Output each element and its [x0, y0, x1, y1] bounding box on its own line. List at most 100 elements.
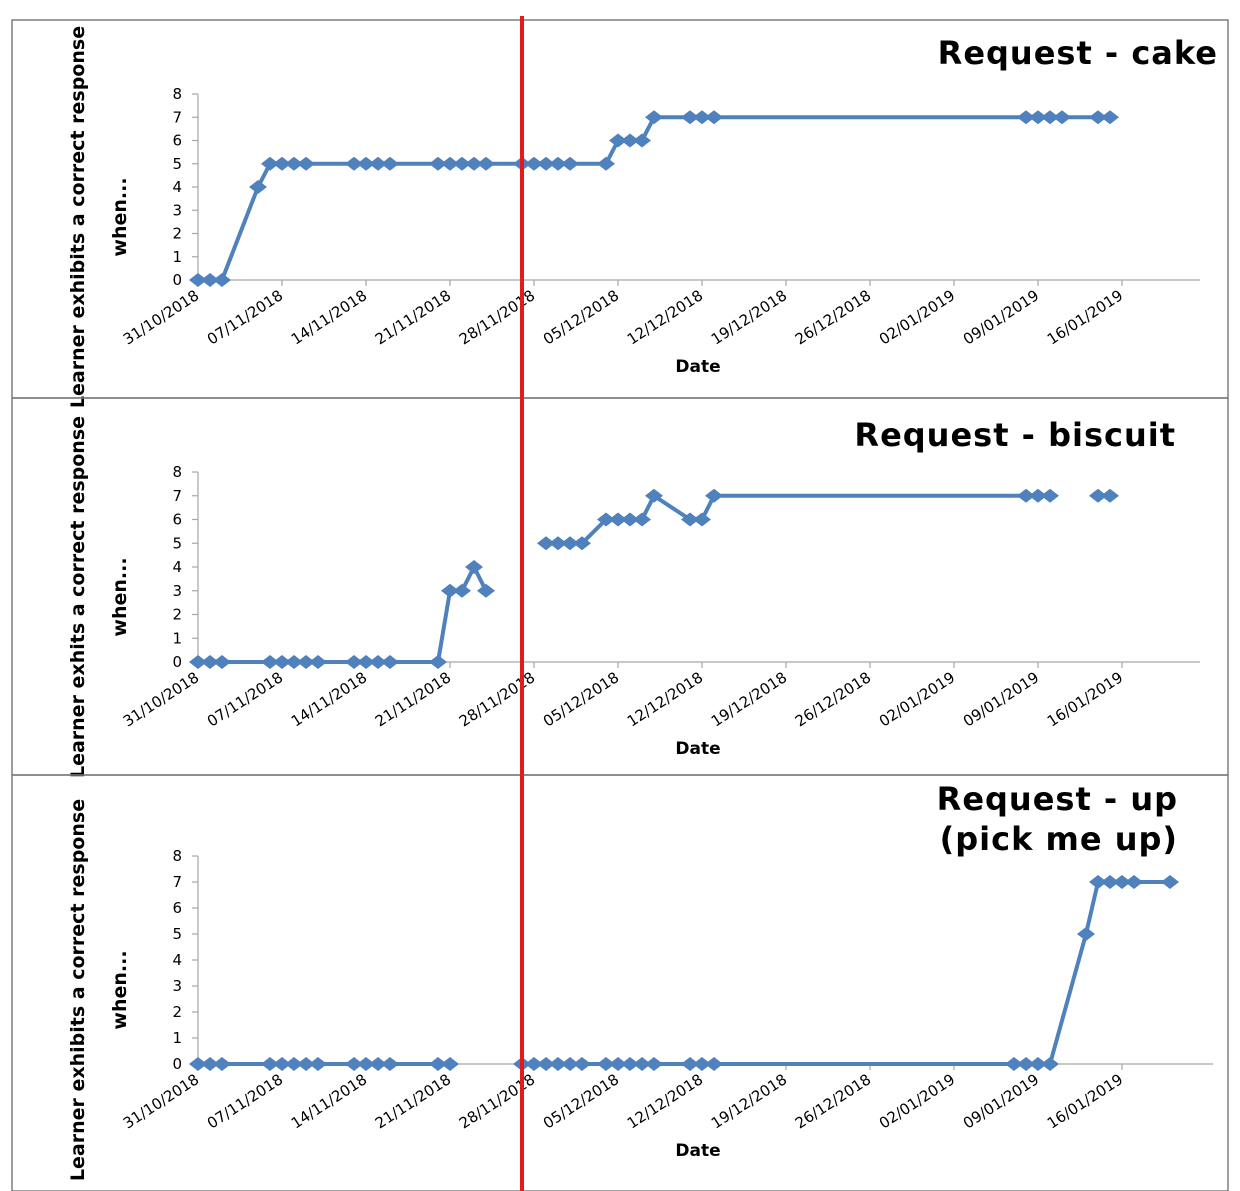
data-point: [201, 273, 219, 287]
y-axis-label: when...: [109, 177, 131, 256]
y-tick-label: 3: [172, 582, 182, 600]
data-point: [345, 1057, 363, 1071]
data-point: [369, 1057, 387, 1071]
y-tick-label: 2: [172, 225, 182, 243]
x-tick-label: 31/10/2018: [120, 286, 202, 348]
data-point: [297, 156, 315, 171]
y-tick-label: 8: [172, 463, 182, 481]
x-tick-label: 07/11/2018: [204, 668, 286, 730]
data-point: [429, 156, 447, 171]
data-point: [633, 512, 651, 527]
data-point: [285, 156, 303, 171]
x-tick-label: 02/01/2019: [876, 286, 958, 348]
x-tick-label: 26/12/2018: [792, 286, 874, 348]
x-tick-label: 05/12/2018: [540, 286, 622, 348]
x-tick-label: 05/12/2018: [540, 668, 622, 730]
y-tick-label: 6: [172, 132, 182, 150]
x-tick-label: 19/12/2018: [708, 668, 790, 730]
data-point: [621, 133, 639, 148]
series: [189, 488, 1119, 669]
y-tick-label: 7: [172, 108, 182, 126]
data-point: [1041, 110, 1059, 125]
data-point: [1077, 927, 1095, 941]
chart-title: Request - up: [937, 780, 1178, 818]
data-point: [633, 1057, 651, 1071]
data-point: [561, 1057, 579, 1071]
data-point: [297, 1057, 315, 1071]
x-tick-label: 31/10/2018: [120, 668, 202, 730]
x-tick-label: 02/01/2019: [876, 668, 958, 730]
data-point: [645, 110, 663, 125]
data-point: [201, 1057, 219, 1071]
chart-title: Request - cake: [938, 34, 1218, 72]
series: [189, 110, 1119, 287]
data-point: [345, 655, 363, 669]
data-point: [609, 1057, 627, 1071]
chart-frame: [11, 19, 1229, 399]
data-point: [705, 110, 723, 125]
data-point: [693, 512, 711, 527]
x-tick-label: 28/11/2018: [456, 286, 538, 348]
data-point: [1089, 488, 1107, 503]
data-point: [1041, 1057, 1059, 1071]
data-point: [357, 156, 375, 171]
x-tick-label: 19/12/2018: [708, 1070, 790, 1132]
data-point: [693, 110, 711, 125]
data-point: [273, 655, 291, 669]
data-point: [465, 560, 483, 574]
data-point: [357, 1057, 375, 1071]
data-point: [621, 512, 639, 527]
x-tick-label: 16/01/2019: [1044, 1070, 1126, 1132]
data-point: [573, 1057, 591, 1071]
data-point: [429, 655, 447, 669]
data-point: [645, 488, 663, 503]
y-tick-label: 3: [172, 201, 182, 219]
data-point: [213, 273, 231, 287]
y-tick-label: 4: [172, 951, 182, 969]
x-tick-label: 07/11/2018: [204, 286, 286, 348]
y-tick-label: 5: [172, 534, 182, 552]
data-point: [369, 156, 387, 171]
series-line: [522, 880, 1170, 1066]
x-axis-label: Date: [675, 739, 720, 759]
y-tick-label: 8: [172, 847, 182, 865]
y-axis-label: Learner exhits a correct response: [67, 416, 89, 778]
y-tick-label: 2: [172, 1003, 182, 1021]
data-point: [285, 1057, 303, 1071]
data-point: [561, 536, 579, 551]
x-tick-label: 12/12/2018: [624, 1070, 706, 1132]
series-line: [198, 565, 488, 664]
data-point: [681, 512, 699, 527]
data-point: [645, 1057, 663, 1071]
y-axis-label: when...: [109, 557, 131, 636]
x-tick-label: 21/11/2018: [372, 1070, 454, 1132]
x-tick-label: 28/11/2018: [456, 668, 538, 730]
x-tick-label: 05/12/2018: [540, 1070, 622, 1132]
data-point: [261, 156, 279, 171]
data-point: [261, 655, 279, 669]
x-tick-label: 14/11/2018: [288, 668, 370, 730]
y-tick-label: 5: [172, 925, 182, 943]
y-tick-label: 1: [172, 248, 182, 266]
chart-title: Request - biscuit: [854, 416, 1176, 454]
data-point: [681, 1057, 699, 1071]
data-point: [1041, 488, 1059, 503]
y-tick-label: 4: [172, 558, 182, 576]
data-point: [609, 512, 627, 527]
data-point: [1089, 110, 1107, 125]
x-axis-label: Date: [675, 1141, 720, 1161]
x-tick-label: 12/12/2018: [624, 286, 706, 348]
x-tick-label: 09/01/2019: [960, 668, 1042, 730]
y-tick-label: 0: [172, 653, 182, 671]
y-tick-label: 5: [172, 155, 182, 173]
data-point: [597, 1057, 615, 1071]
y-tick-label: 1: [172, 1029, 182, 1047]
data-point: [477, 156, 495, 171]
x-tick-label: 21/11/2018: [372, 286, 454, 348]
x-tick-label: 12/12/2018: [624, 668, 706, 730]
x-tick-label: 26/12/2018: [792, 1070, 874, 1132]
data-point: [249, 180, 267, 194]
y-axis-label: Learner exhibits a correct response: [67, 799, 89, 1181]
y-tick-label: 7: [172, 873, 182, 891]
